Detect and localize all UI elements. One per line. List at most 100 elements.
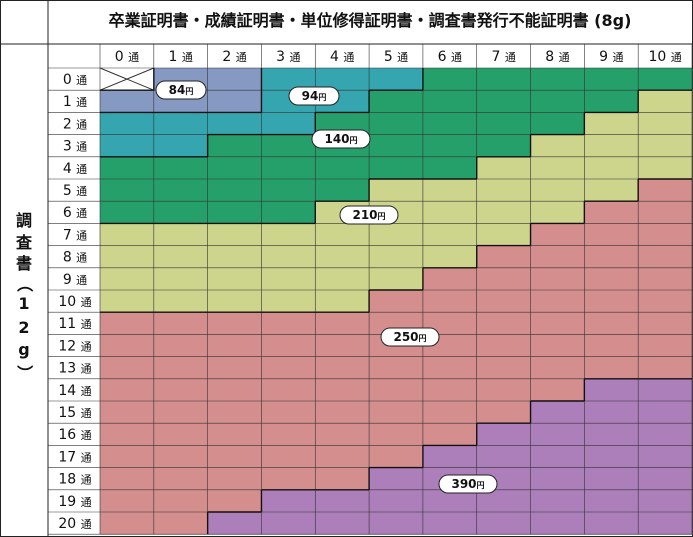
row-label: 16 通 [58,427,91,443]
cell-r9-c0 [100,267,155,291]
cell-r2-c2 [207,112,262,136]
cell-r7-c0 [100,223,155,247]
cell-r2-c6 [422,112,478,136]
cell-r17-c6 [422,445,478,469]
cell-r13-c2 [207,356,262,380]
cell-r0-c6 [422,68,478,91]
cell-r20-c0 [100,512,155,535]
cell-r19-c1 [153,489,209,513]
cell-r9-c4 [315,267,370,291]
cell-r12-c10 [638,334,693,358]
price-pill [380,327,440,347]
cell-r14-c3 [261,378,316,402]
cell-r16-c10 [638,423,693,446]
cell-r19-c6 [422,489,478,513]
cell-r17-c4 [315,445,370,469]
ylabel-char: 査 [16,233,32,252]
cell-r6-c10 [638,201,693,224]
cell-r0-c8 [530,68,585,91]
cell-r7-c6 [422,223,478,247]
col-label: 10 通 [648,49,681,65]
cell-r14-c9 [584,378,639,402]
cell-r18-c1 [153,467,209,491]
cell-r17-c10 [638,445,693,469]
row-label: 0 通 [63,72,87,88]
cell-r14-c8 [530,378,585,402]
cell-r2-c8 [530,112,585,136]
cell-r2-c1 [153,112,209,136]
row-label: 6 通 [63,205,87,221]
row-label: 3 通 [63,139,87,155]
row-label: 8 通 [63,250,87,266]
price-pill [155,80,207,100]
cell-r4-c10 [638,156,693,180]
cell-r11-c6 [422,312,478,335]
price-label: 84円 [169,83,194,97]
cell-r1-c2 [207,90,262,113]
cell-r7-c8 [530,223,585,247]
cell-r19-c7 [476,489,532,513]
cell-r17-c1 [153,445,209,469]
cell-r13-c6 [422,356,478,380]
cell-r4-c9 [584,156,639,180]
cell-r4-c5 [369,156,424,180]
price-pill [288,86,340,106]
row-label: 14 通 [58,383,91,399]
cell-r5-c0 [100,179,155,202]
cell-r5-c9 [584,179,639,202]
cell-r10-c4 [315,290,370,313]
cell-r15-c2 [207,401,262,424]
cell-r6-c2 [207,201,262,224]
col-label: 7 通 [491,49,515,65]
cell-r14-c2 [207,378,262,402]
cell-r13-c10 [638,356,693,380]
cell-r11-c9 [584,312,639,335]
cell-r16-c8 [530,423,585,446]
cell-r4-c0 [100,156,155,180]
cell-r0-c7 [476,68,532,91]
cell-r19-c4 [315,489,370,513]
cell-r11-c8 [530,312,585,335]
cell-r20-c1 [153,512,209,535]
cell-r2-c5 [369,112,424,136]
cell-r8-c6 [422,245,478,269]
row-label: 20 通 [58,516,91,532]
cell-r0-c3 [261,68,316,91]
cell-r3-c1 [153,134,209,158]
cell-r8-c5 [369,245,424,269]
row-label: 18 通 [58,472,91,488]
cell-r8-c8 [530,245,585,269]
cell-r1-c8 [530,90,585,113]
cell-r19-c3 [261,489,316,513]
ylabel-char: g [18,340,29,359]
ylabel-char: ） [15,365,34,381]
cell-r15-c5 [369,401,424,424]
cell-r2-c9 [584,112,639,136]
cell-r0-c10 [638,68,693,91]
cell-r11-c7 [476,312,532,335]
cell-r17-c9 [584,445,639,469]
ylabel-char: 1 [18,294,29,313]
cell-r10-c6 [422,290,478,313]
cell-r20-c3 [261,512,316,535]
cell-r9-c3 [261,267,316,291]
cell-r13-c1 [153,356,209,380]
row-label: 4 通 [63,161,87,177]
cell-r7-c3 [261,223,316,247]
price-label: 250円 [393,330,426,344]
cell-r16-c5 [369,423,424,446]
cell-r15-c0 [100,401,155,424]
cell-r1-c6 [422,90,478,113]
cell-r19-c10 [638,489,693,513]
cell-r4-c8 [530,156,585,180]
cell-r16-c2 [207,423,262,446]
y-axis-label: 調査書 （ 1 2 g ） [15,211,34,381]
cell-r7-c5 [369,223,424,247]
cell-r17-c5 [369,445,424,469]
cell-r4-c6 [422,156,478,180]
cell-r8-c3 [261,245,316,269]
cell-r15-c8 [530,401,585,424]
cell-r6-c6 [422,201,478,224]
cell-r13-c7 [476,356,532,380]
cell-r14-c1 [153,378,209,402]
